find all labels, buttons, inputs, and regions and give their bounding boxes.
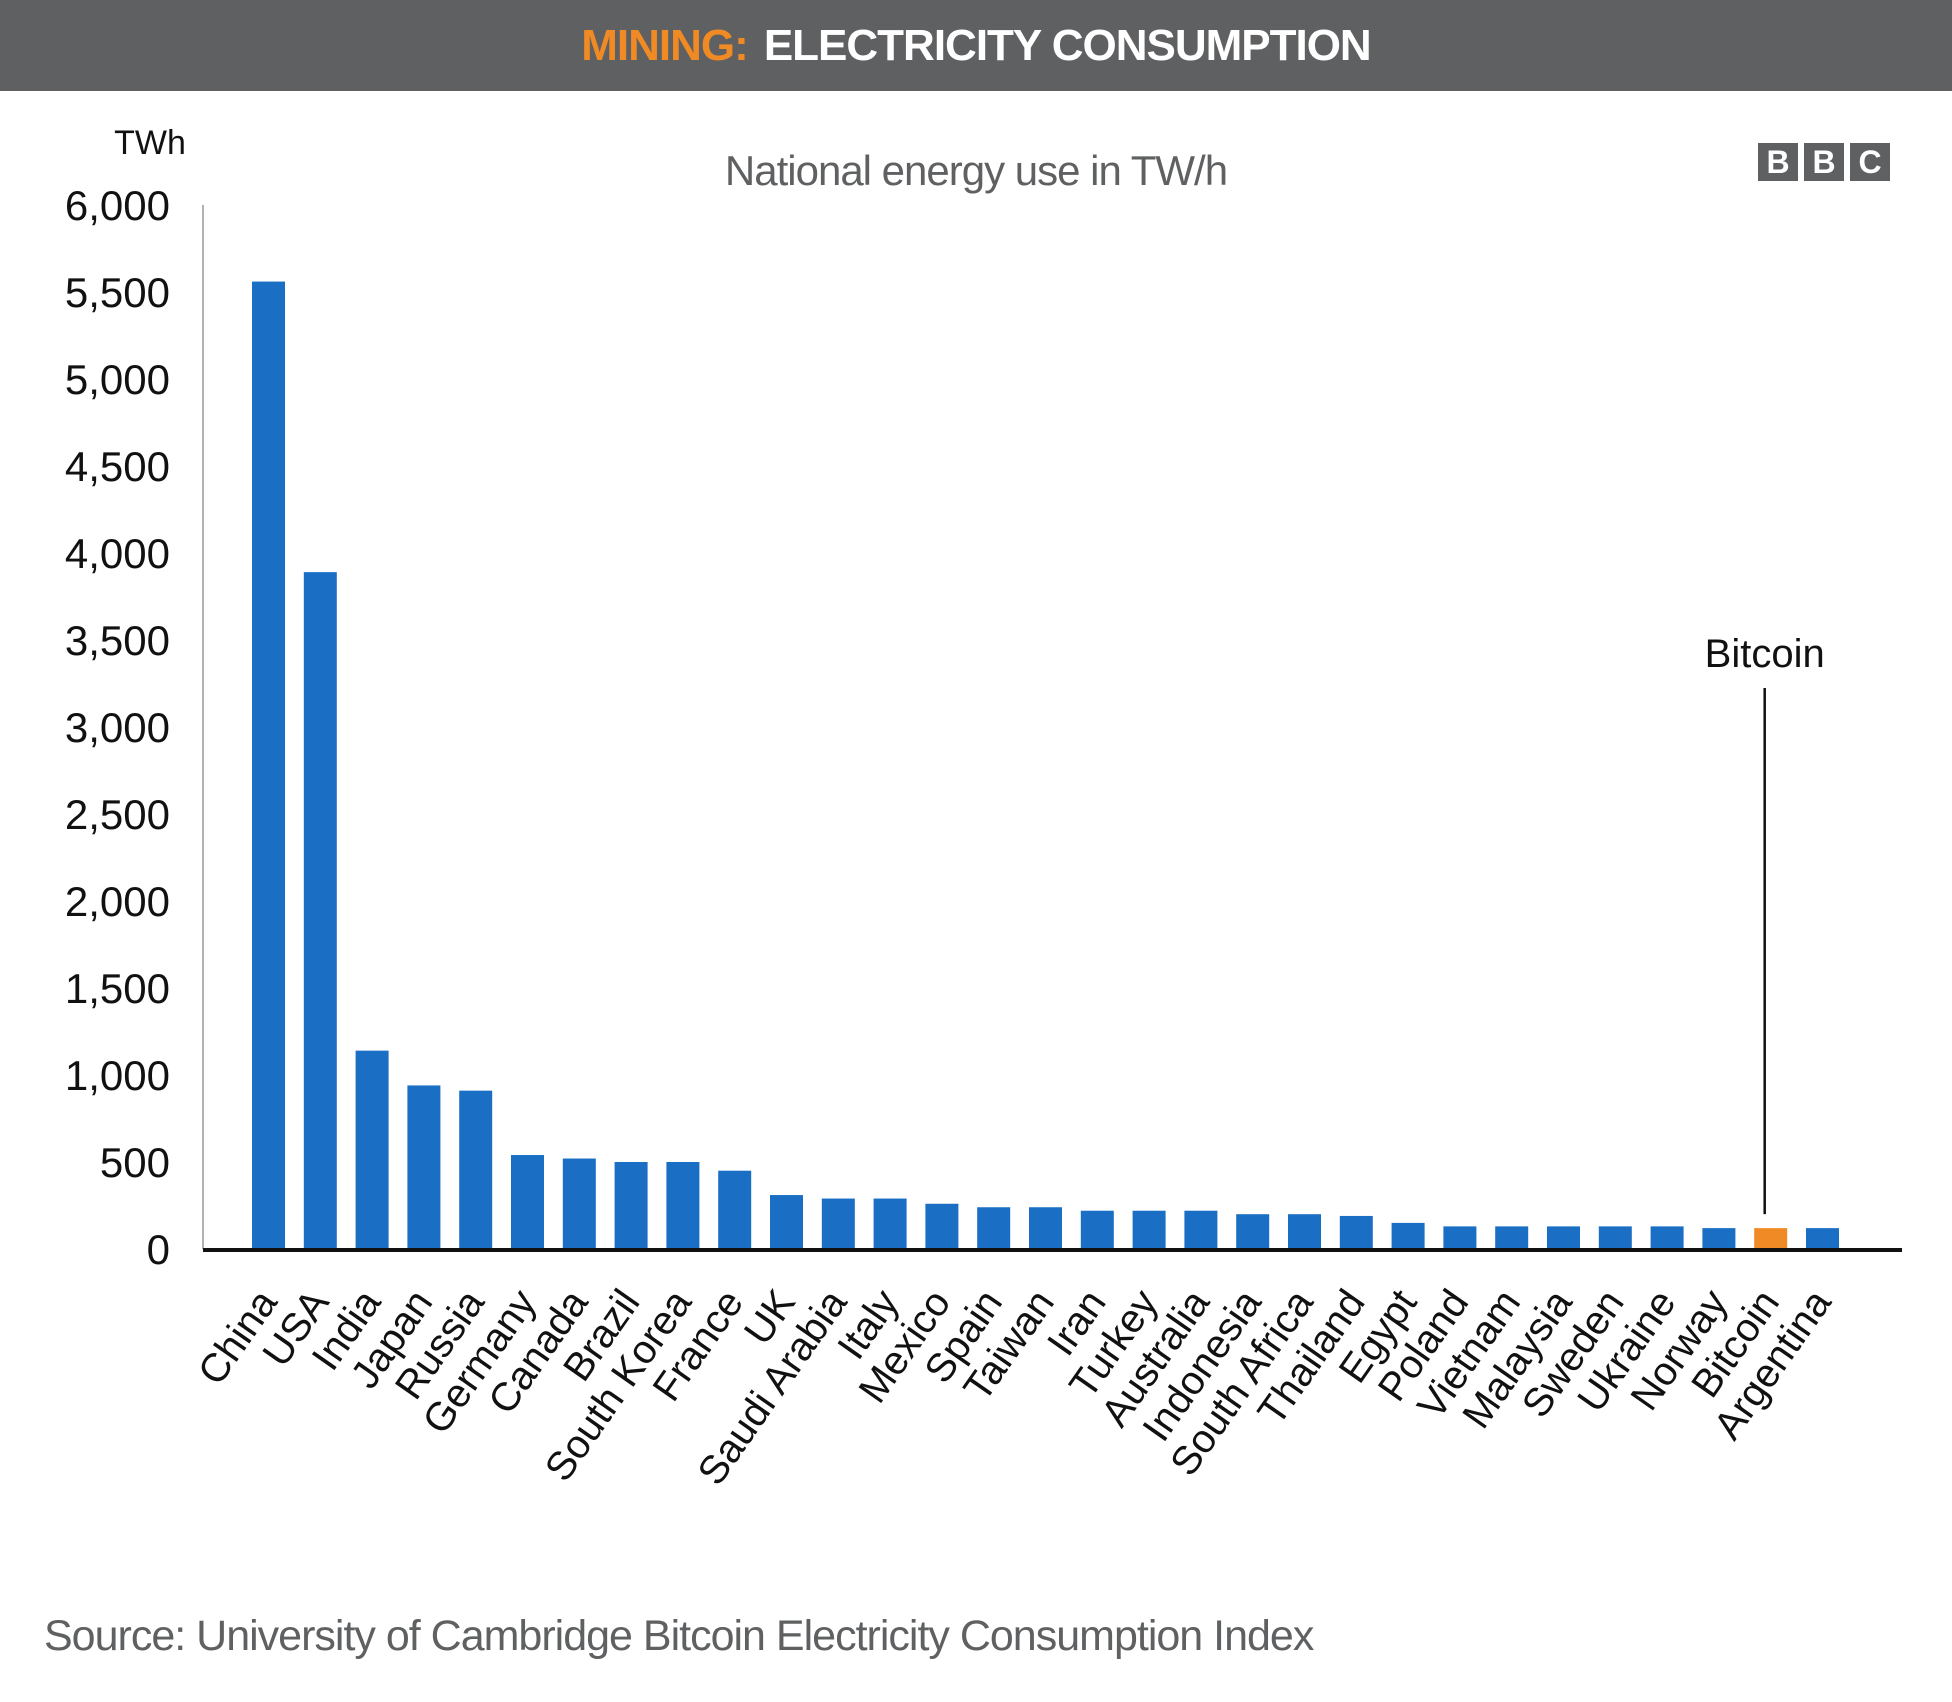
bar-uk (770, 1195, 803, 1249)
bbc-logo: B B C (1758, 143, 1890, 181)
source-note: Source: University of Cambridge Bitcoin … (44, 1612, 1314, 1660)
bar-italy (873, 1198, 907, 1249)
bar-indonesia (1236, 1214, 1270, 1249)
y-tick-label: 4,500 (65, 443, 170, 490)
y-tick-label: 5,000 (65, 356, 170, 403)
bar-saudi-arabia (821, 1198, 855, 1249)
bar-thailand (1339, 1215, 1373, 1249)
y-tick-label: 0 (147, 1226, 170, 1273)
chart-header: MINING: ELECTRICITY CONSUMPTION (0, 0, 1952, 91)
logo-letter: B (1758, 143, 1798, 181)
y-tick-label: 4,000 (65, 530, 170, 577)
header-title: ELECTRICITY CONSUMPTION (763, 20, 1372, 70)
bar-india (355, 1050, 389, 1249)
y-tick-label: 5,500 (65, 269, 170, 316)
bar-bitcoin (1754, 1228, 1788, 1249)
y-tick-label: 2,500 (65, 791, 170, 838)
chart-title: National energy use in TW/h (725, 147, 1227, 194)
bar-japan (407, 1085, 441, 1249)
logo-letter: B (1804, 143, 1844, 181)
bar-south-africa (1288, 1214, 1321, 1249)
bar-malaysia (1547, 1226, 1580, 1249)
bar-chart: National energy use in TW/h TWh 0 500 1,000 1… (65, 124, 1902, 1493)
y-tick-label: 2,000 (65, 878, 170, 925)
bar-norway (1702, 1228, 1736, 1249)
bar-brazil (614, 1162, 648, 1249)
bar-sweden (1598, 1226, 1632, 1249)
bar-russia (459, 1090, 493, 1249)
bar-vietnam (1495, 1226, 1529, 1249)
y-tick-label: 500 (100, 1139, 170, 1186)
bar-poland (1443, 1226, 1477, 1249)
y-axis-label: TWh (114, 124, 186, 162)
y-tick-label: 6,000 (65, 182, 170, 229)
bar-germany (511, 1155, 544, 1249)
y-tick-label: 3,500 (65, 617, 170, 664)
bar-france (718, 1170, 752, 1249)
y-tick-label: 3,000 (65, 704, 170, 751)
bar-ukraine (1650, 1226, 1684, 1249)
y-tick-label: 1,000 (65, 1052, 170, 1099)
bar-china (252, 281, 285, 1249)
bar-argentina (1806, 1228, 1839, 1249)
header-prefix: MINING: (581, 20, 749, 70)
bar-turkey (1132, 1210, 1166, 1249)
logo-letter: C (1850, 143, 1890, 181)
bar-egypt (1391, 1222, 1425, 1249)
bar-usa (303, 572, 337, 1249)
bar-taiwan (1029, 1207, 1062, 1249)
bar-south-korea (666, 1162, 700, 1249)
bar-australia (1184, 1210, 1218, 1249)
annotation-label: Bitcoin (1705, 632, 1825, 676)
bar-canada (562, 1158, 596, 1249)
y-tick-label: 1,500 (65, 965, 170, 1012)
bar-mexico (925, 1203, 959, 1249)
bar-iran (1080, 1210, 1114, 1249)
bar-spain (977, 1207, 1011, 1249)
